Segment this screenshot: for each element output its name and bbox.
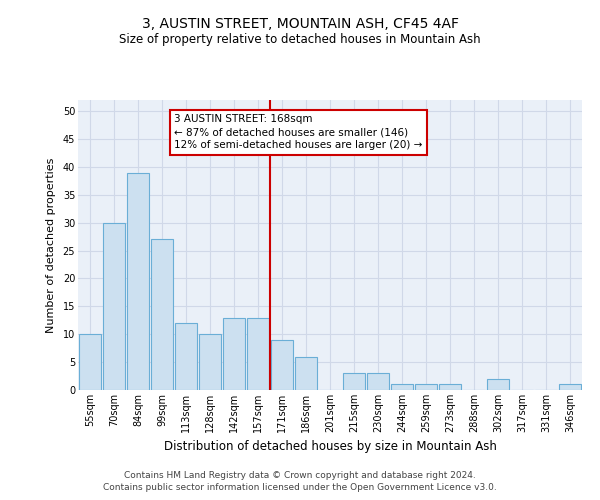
Bar [559,384,581,390]
Bar [343,374,365,390]
Bar [127,172,149,390]
Bar [151,240,173,390]
Text: 3 AUSTIN STREET: 168sqm
← 87% of detached houses are smaller (146)
12% of semi-d: 3 AUSTIN STREET: 168sqm ← 87% of detache… [174,114,422,150]
Y-axis label: Number of detached properties: Number of detached properties [46,158,56,332]
Bar [487,379,509,390]
Bar [295,356,317,390]
Bar [199,334,221,390]
Text: 3, AUSTIN STREET, MOUNTAIN ASH, CF45 4AF: 3, AUSTIN STREET, MOUNTAIN ASH, CF45 4AF [142,18,458,32]
Bar [175,323,197,390]
Bar [439,384,461,390]
Bar [103,222,125,390]
Bar [391,384,413,390]
Bar [247,318,269,390]
Bar [415,384,437,390]
Text: Size of property relative to detached houses in Mountain Ash: Size of property relative to detached ho… [119,32,481,46]
Text: Contains HM Land Registry data © Crown copyright and database right 2024.
Contai: Contains HM Land Registry data © Crown c… [103,471,497,492]
Bar [367,374,389,390]
Bar [79,334,101,390]
Bar [271,340,293,390]
Bar [223,318,245,390]
X-axis label: Distribution of detached houses by size in Mountain Ash: Distribution of detached houses by size … [164,440,496,454]
